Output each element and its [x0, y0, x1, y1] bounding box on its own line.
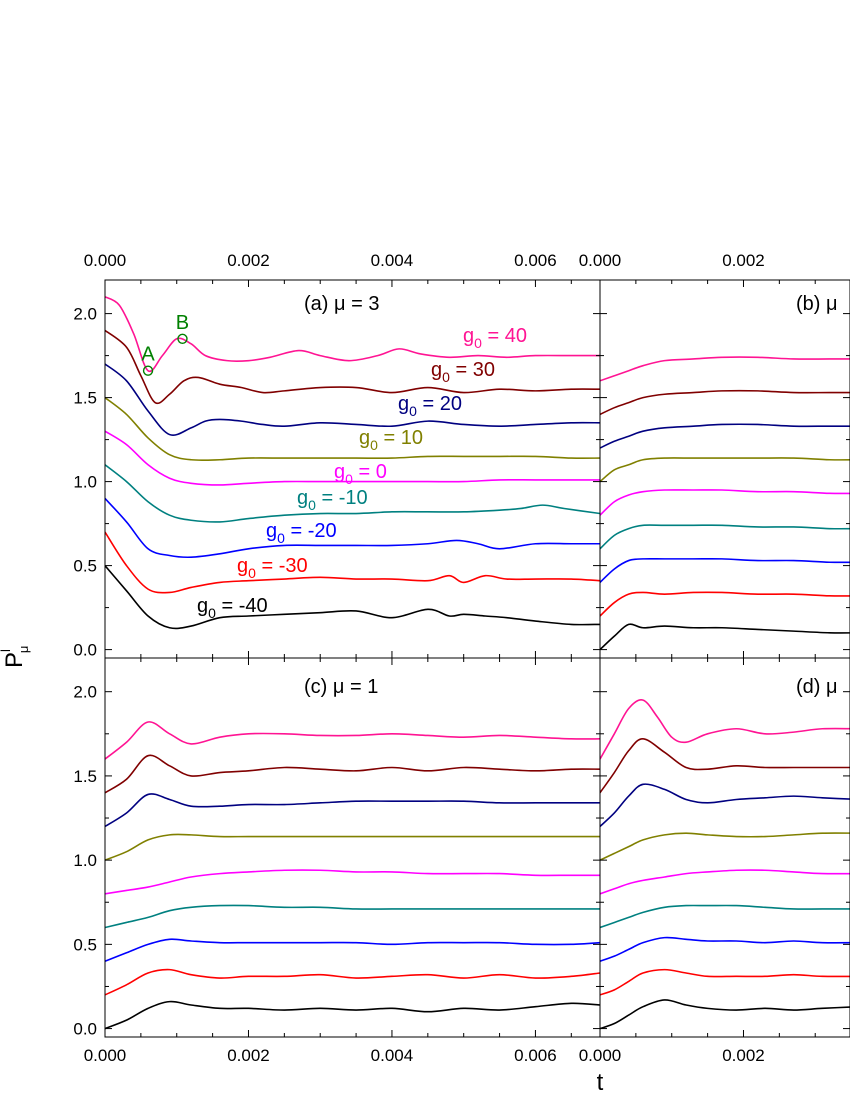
x-tick-label-top: 0.002 — [722, 251, 765, 270]
series-line-panel-a-1 — [105, 531, 600, 594]
series-line-panel-c-3 — [105, 904, 600, 929]
x-tick-label-top: 0.000 — [84, 251, 127, 270]
panel-a-title: (a) μ = 3 — [304, 293, 379, 315]
series-line-panel-c-6 — [105, 793, 600, 828]
y-tick-label: 0.5 — [73, 557, 97, 576]
x-axis-label: t — [597, 1069, 604, 1096]
x-tick-label-bottom: 0.000 — [579, 1046, 622, 1065]
annotation-label-A: A — [141, 344, 155, 366]
y-axis-label: Plμ — [0, 646, 31, 668]
series-label-6: g0 = 20 — [398, 393, 462, 419]
series-line-panel-d-6 — [600, 783, 850, 828]
series-line-panel-c-4 — [105, 869, 600, 895]
series-line-panel-a-4 — [105, 430, 600, 486]
series-line-panel-a-7 — [105, 329, 600, 405]
series-line-panel-c-0 — [105, 1000, 600, 1030]
series-label-8: g0 = 40 — [463, 325, 527, 351]
series-line-panel-d-4 — [600, 869, 850, 895]
series-lines-layer — [105, 296, 850, 1030]
annotation-label-B: B — [176, 312, 189, 334]
panel-c-frame — [104, 657, 601, 1038]
series-label-7: g0 = 30 — [431, 359, 495, 385]
series-line-panel-b-4 — [600, 489, 850, 516]
x-tick-label-bottom: 0.002 — [722, 1046, 765, 1065]
panel-c-plot — [105, 721, 600, 1030]
series-line-panel-c-8 — [105, 721, 600, 760]
y-tick-label: 1.0 — [73, 473, 97, 492]
series-line-panel-d-1 — [600, 968, 850, 996]
series-line-panel-a-0 — [105, 565, 600, 630]
series-line-panel-a-6 — [105, 363, 600, 436]
panel-a-plot — [105, 296, 600, 630]
series-line-panel-c-7 — [105, 754, 600, 794]
series-line-panel-b-6 — [600, 423, 850, 449]
x-tick-label-bottom: 0.002 — [227, 1046, 270, 1065]
x-tick-label-bottom: 0.004 — [371, 1046, 414, 1065]
x-tick-label-bottom: 0.006 — [514, 1046, 557, 1065]
series-line-panel-c-2 — [105, 938, 600, 962]
series-label-1: g0 = -30 — [237, 555, 308, 581]
y-tick-label: 0.0 — [73, 641, 97, 660]
series-line-panel-c-1 — [105, 968, 600, 996]
panel-d-title: (d) μ — [796, 676, 838, 698]
series-line-panel-a-2 — [105, 497, 600, 559]
y-tick-label: 2.0 — [73, 683, 97, 702]
panel-b-plot — [600, 356, 850, 651]
series-label-5: g0 = 10 — [359, 427, 423, 453]
x-tick-label-top: 0.006 — [514, 251, 557, 270]
series-line-panel-b-5 — [600, 457, 850, 483]
series-line-panel-d-8 — [600, 699, 850, 760]
x-tick-label-top: 0.004 — [371, 251, 414, 270]
series-line-panel-a-5 — [105, 396, 600, 462]
series-label-0: g0 = -40 — [197, 595, 268, 621]
series-line-panel-d-5 — [600, 832, 850, 861]
series-line-panel-b-1 — [600, 591, 850, 617]
series-line-panel-c-5 — [105, 833, 600, 861]
x-tick-label-bottom: 0.000 — [84, 1046, 127, 1065]
series-label-4: g0 = 0 — [334, 461, 387, 487]
panel-d-plot — [600, 699, 850, 1030]
series-line-panel-d-2 — [600, 936, 850, 962]
x-tick-label-top: 0.002 — [227, 251, 270, 270]
labels-layer: AB 0.000 0.002 0.004 0.006 0.0 0.5 1.0 1.5 2.0 0.0… — [0, 251, 838, 1096]
series-line-panel-b-2 — [600, 557, 850, 583]
series-label-2: g0 = -20 — [266, 520, 337, 546]
series-line-panel-b-3 — [600, 524, 850, 550]
annotation-marker-A — [142, 365, 154, 376]
series-line-panel-a-8 — [105, 296, 600, 373]
axes-frame-layer — [104, 279, 850, 1038]
series-line-panel-d-0 — [600, 999, 850, 1030]
panel-b-frame — [599, 279, 850, 659]
series-line-panel-b-7 — [600, 389, 850, 416]
series-label-3: g0 = -10 — [297, 487, 368, 513]
series-line-panel-d-3 — [600, 904, 850, 929]
y-tick-label: 0.0 — [73, 1020, 97, 1039]
panel-c-title: (c) μ = 1 — [304, 676, 378, 698]
y-tick-label: 1.5 — [73, 389, 97, 408]
annotation-marker-B — [177, 333, 188, 344]
y-tick-label: 0.5 — [73, 935, 97, 954]
y-tick-label: 2.0 — [73, 305, 97, 324]
x-tick-label-top: 0.000 — [579, 251, 622, 270]
series-line-panel-b-8 — [600, 356, 850, 382]
panel-d-frame — [599, 657, 850, 1038]
panel-b-title: (b) μ — [796, 293, 838, 315]
series-line-panel-b-0 — [600, 623, 850, 651]
series-line-panel-a-3 — [105, 464, 600, 523]
y-tick-label: 1.5 — [73, 767, 97, 786]
y-tick-label: 1.0 — [73, 851, 97, 870]
series-line-panel-d-7 — [600, 738, 850, 794]
